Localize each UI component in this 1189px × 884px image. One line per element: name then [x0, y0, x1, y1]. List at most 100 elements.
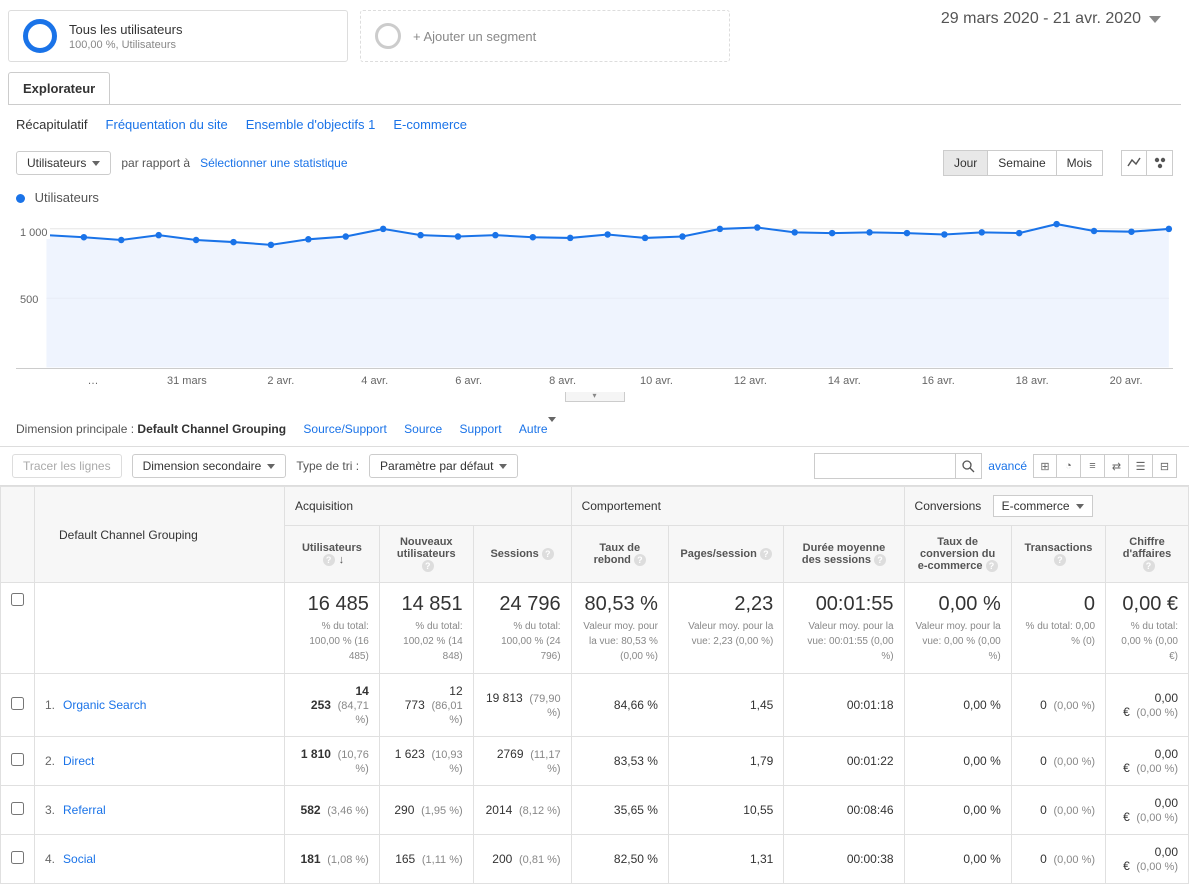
x-tick-label: 18 avr.	[985, 375, 1079, 387]
row-checkbox[interactable]	[11, 851, 24, 864]
search-icon	[962, 460, 975, 473]
plus-circle-icon	[375, 23, 401, 49]
table-row[interactable]: 1.Organic Search14 253 (84,71 %)12 773 (…	[1, 674, 1189, 737]
select-all-checkbox[interactable]	[1, 583, 35, 674]
secondary-dimension-dropdown[interactable]: Dimension secondaire	[132, 454, 287, 478]
help-icon[interactable]: ?	[422, 560, 434, 572]
help-icon[interactable]: ?	[986, 560, 998, 572]
chevron-down-icon	[548, 417, 556, 436]
subnav-recap[interactable]: Récapitulatif	[16, 117, 88, 132]
subnav-ecommerce[interactable]: E-commerce	[393, 117, 467, 132]
date-range-label: 29 mars 2020 - 21 avr. 2020	[941, 10, 1141, 28]
table-row[interactable]: 3.Referral582 (3,46 %)290 (1,95 %)2014 (…	[1, 786, 1189, 835]
channel-name[interactable]: Social	[63, 852, 96, 866]
segment-all-users[interactable]: Tous les utilisateurs 100,00 %, Utilisat…	[8, 10, 348, 62]
help-icon[interactable]: ?	[1143, 560, 1155, 572]
dim-link-support[interactable]: Support	[460, 422, 502, 436]
view-performance-icon[interactable]: ≡	[1081, 454, 1105, 478]
sort-type-label: Type de tri :	[296, 459, 359, 473]
segment-title: Tous les utilisateurs	[69, 22, 182, 37]
col-bounce[interactable]: Taux de rebond?	[571, 526, 668, 583]
help-icon[interactable]: ?	[542, 548, 554, 560]
legend-label: Utilisateurs	[35, 190, 99, 205]
dim-link-source[interactable]: Source	[404, 422, 442, 436]
granularity-day[interactable]: Jour	[943, 150, 988, 176]
add-segment-button[interactable]: + Ajouter un segment	[360, 10, 730, 62]
row-checkbox[interactable]	[11, 753, 24, 766]
row-checkbox[interactable]	[11, 697, 24, 710]
x-tick-label: 31 mars	[140, 375, 234, 387]
col-conv-rate[interactable]: Taux de conversion du e-commerce?	[904, 526, 1011, 583]
x-tick-label: 2 avr.	[234, 375, 328, 387]
x-tick-label: 16 avr.	[891, 375, 985, 387]
col-new-users[interactable]: Nouveaux utilisateurs?	[379, 526, 473, 583]
conversions-dropdown[interactable]: E-commerce	[993, 495, 1093, 517]
data-table: Default Channel Grouping Acquisition Com…	[0, 486, 1189, 884]
col-duration[interactable]: Durée moyenne des sessions?	[784, 526, 904, 583]
col-revenue[interactable]: Chiffre d'affaires?	[1106, 526, 1189, 583]
granularity-week[interactable]: Semaine	[988, 150, 1056, 176]
row-checkbox[interactable]	[11, 802, 24, 815]
view-table-icon[interactable]: ⊞	[1033, 454, 1057, 478]
add-segment-label: + Ajouter un segment	[413, 29, 536, 44]
x-tick-label: 12 avr.	[703, 375, 797, 387]
channel-name[interactable]: Direct	[63, 754, 94, 768]
table-row[interactable]: 2.Direct1 810 (10,76 %)1 623 (10,93 %)27…	[1, 737, 1189, 786]
dimension-active[interactable]: Default Channel Grouping	[137, 422, 286, 436]
sort-type-value: Paramètre par défaut	[380, 459, 493, 473]
col-sessions[interactable]: Sessions?	[473, 526, 571, 583]
x-tick-label: 14 avr.	[797, 375, 891, 387]
col-dimension[interactable]: Default Channel Grouping	[35, 487, 285, 583]
col-users[interactable]: Utilisateurs?↓	[285, 526, 380, 583]
sort-desc-icon: ↓	[339, 554, 345, 566]
channel-name[interactable]: Referral	[63, 803, 106, 817]
select-stat-link[interactable]: Sélectionner une statistique	[200, 156, 347, 170]
tab-explorer[interactable]: Explorateur	[8, 72, 110, 104]
table-search[interactable]	[814, 453, 982, 479]
collapse-handle-icon[interactable]: ▾	[565, 392, 625, 402]
table-row[interactable]: 4.Social181 (1,08 %)165 (1,11 %)200 (0,8…	[1, 835, 1189, 884]
x-tick-label: …	[46, 375, 140, 387]
compare-label: par rapport à	[121, 156, 190, 170]
x-tick-label: 20 avr.	[1079, 375, 1173, 387]
view-pivot-icon[interactable]: ⊟	[1153, 454, 1177, 478]
group-conversions: Conversions E-commerce	[904, 487, 1188, 526]
help-icon[interactable]: ?	[1054, 554, 1066, 566]
advanced-link[interactable]: avancé	[988, 459, 1027, 473]
channel-name[interactable]: Organic Search	[63, 698, 146, 712]
view-comparison-icon[interactable]: ⇄	[1105, 454, 1129, 478]
metric-dropdown[interactable]: Utilisateurs	[16, 151, 111, 175]
dim-link-source-support[interactable]: Source/Support	[303, 422, 386, 436]
chevron-down-icon	[92, 161, 100, 166]
date-range-picker[interactable]: 29 mars 2020 - 21 avr. 2020	[941, 10, 1181, 28]
help-icon[interactable]: ?	[760, 548, 772, 560]
chevron-down-icon	[1149, 16, 1161, 23]
search-input[interactable]	[815, 455, 955, 477]
metric-dropdown-label: Utilisateurs	[27, 156, 86, 170]
col-pps[interactable]: Pages/session?	[668, 526, 783, 583]
chevron-down-icon	[267, 464, 275, 469]
legend-dot-icon	[16, 194, 25, 203]
segment-subtitle: 100,00 %, Utilisateurs	[69, 39, 182, 51]
view-cloud-icon[interactable]: ☰	[1129, 454, 1153, 478]
primary-dimension-row: Dimension principale : Default Channel G…	[0, 402, 1189, 446]
line-chart[interactable]: 1 000 500	[16, 209, 1173, 369]
x-tick-label: 6 avr.	[422, 375, 516, 387]
dim-link-other[interactable]: Autre	[519, 422, 556, 436]
chevron-down-icon	[499, 464, 507, 469]
search-button[interactable]	[955, 454, 981, 478]
group-comportement: Comportement	[571, 487, 904, 526]
subnav-objectives[interactable]: Ensemble d'objectifs 1	[246, 117, 376, 132]
granularity-month[interactable]: Mois	[1057, 150, 1103, 176]
view-pie-icon[interactable]: ◔	[1057, 454, 1081, 478]
chart-type-line-icon[interactable]	[1121, 150, 1147, 176]
subnav-freq[interactable]: Fréquentation du site	[106, 117, 228, 132]
sort-type-dropdown[interactable]: Paramètre par défaut	[369, 454, 518, 478]
chevron-down-icon	[1076, 504, 1084, 509]
col-transactions[interactable]: Transactions?	[1011, 526, 1105, 583]
help-icon[interactable]: ?	[323, 554, 335, 566]
chart-type-motion-icon[interactable]	[1147, 150, 1173, 176]
help-icon[interactable]: ?	[634, 554, 646, 566]
help-icon[interactable]: ?	[874, 554, 886, 566]
secondary-dimension-label: Dimension secondaire	[143, 459, 262, 473]
